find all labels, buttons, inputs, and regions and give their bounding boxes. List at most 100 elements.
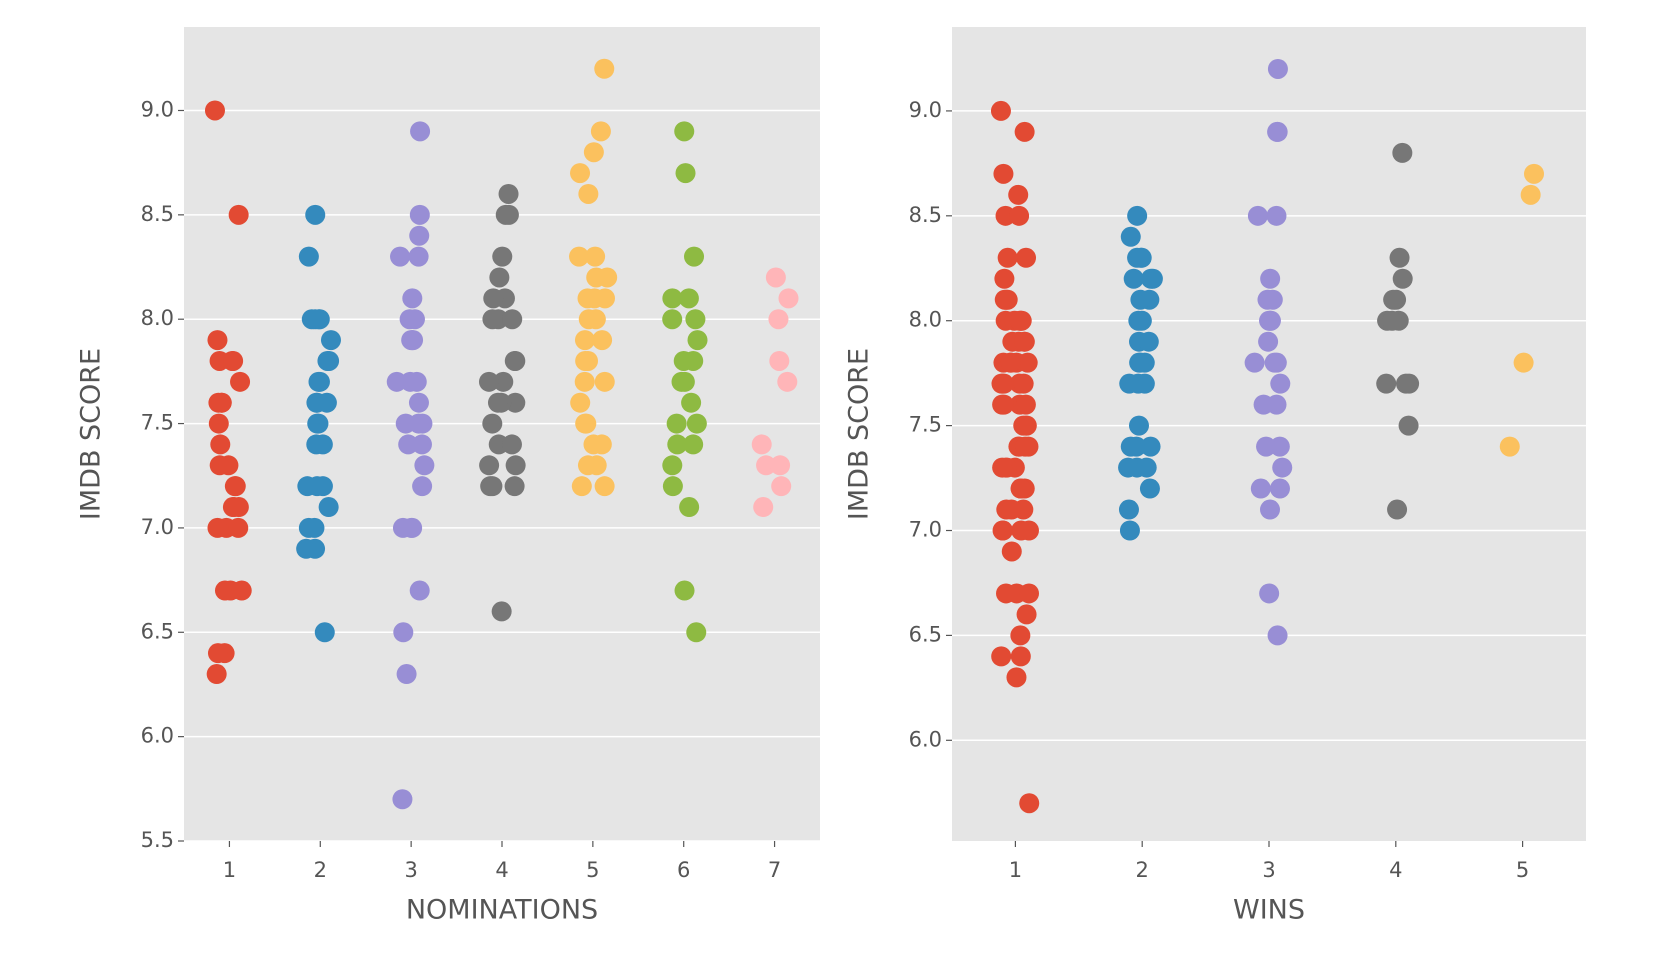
point — [1128, 415, 1149, 436]
point — [223, 350, 244, 371]
y-axis-label: IMDB SCORE — [844, 348, 875, 520]
point — [487, 392, 508, 413]
point — [586, 455, 607, 476]
point — [307, 413, 328, 434]
x-tick-label: 5 — [1516, 858, 1529, 882]
point — [1247, 205, 1268, 226]
point — [1009, 310, 1030, 331]
point — [1016, 247, 1037, 268]
point — [480, 476, 501, 497]
point — [482, 309, 503, 330]
subplot: 5.5 6.0 6.5 7.0 7.5 8.0 8.5 9.0 1 2 3 4 5 6 7 NOMINATIO… — [76, 27, 820, 926]
point — [1010, 478, 1031, 499]
point — [402, 288, 423, 309]
point — [404, 309, 425, 330]
point — [305, 204, 326, 225]
point — [585, 246, 606, 267]
point — [483, 288, 504, 309]
point — [1001, 541, 1022, 562]
point — [673, 350, 694, 371]
point — [1139, 478, 1160, 499]
point — [1382, 310, 1403, 331]
point — [1513, 352, 1534, 373]
point — [578, 350, 599, 371]
point — [504, 476, 525, 497]
point — [1130, 289, 1151, 310]
point — [1015, 394, 1036, 415]
point — [1018, 583, 1039, 604]
point — [1015, 436, 1036, 457]
point — [1013, 373, 1034, 394]
point — [594, 476, 615, 497]
point — [570, 163, 591, 184]
point — [569, 246, 590, 267]
point — [1259, 583, 1280, 604]
x-tick-label: 1 — [223, 858, 236, 882]
point — [498, 204, 519, 225]
point — [662, 455, 683, 476]
point — [574, 371, 595, 392]
point — [753, 497, 774, 518]
point — [211, 392, 232, 413]
point — [992, 457, 1013, 478]
point — [1140, 268, 1161, 289]
point — [1260, 268, 1281, 289]
point — [408, 413, 429, 434]
y-tick-label: 6.5 — [909, 622, 942, 646]
point — [574, 330, 595, 351]
point — [666, 413, 687, 434]
point — [1269, 478, 1290, 499]
point — [401, 517, 422, 538]
point — [674, 580, 695, 601]
point — [320, 330, 341, 351]
point — [996, 583, 1017, 604]
point — [586, 267, 607, 288]
point — [1018, 520, 1039, 541]
point — [403, 330, 424, 351]
point — [1398, 415, 1419, 436]
point — [207, 643, 228, 664]
point — [1140, 436, 1161, 457]
subplot: 6.0 6.5 7.0 7.5 8.0 8.5 9.0 1 2 3 4 5 WINS IMDB SCORE — [844, 27, 1586, 926]
point — [1009, 205, 1030, 226]
point — [207, 517, 228, 538]
plot-background — [952, 27, 1586, 841]
point — [301, 309, 322, 330]
point — [493, 371, 514, 392]
point — [412, 476, 433, 497]
point — [408, 246, 429, 267]
point — [305, 538, 326, 559]
x-axis-label: WINS — [1233, 895, 1305, 926]
point — [662, 309, 683, 330]
point — [218, 455, 239, 476]
point — [993, 394, 1014, 415]
point — [390, 246, 411, 267]
point — [768, 309, 789, 330]
point — [1266, 352, 1287, 373]
point — [314, 622, 335, 643]
point — [594, 371, 615, 392]
point — [770, 455, 791, 476]
point — [778, 288, 799, 309]
point — [1127, 205, 1148, 226]
point — [225, 476, 246, 497]
point — [228, 497, 249, 518]
point — [1134, 352, 1155, 373]
point — [765, 267, 786, 288]
point — [991, 646, 1012, 667]
point — [406, 371, 427, 392]
point — [214, 580, 235, 601]
point — [1499, 436, 1520, 457]
point — [1120, 226, 1141, 247]
point — [662, 476, 683, 497]
point — [1399, 373, 1420, 394]
y-tick-label: 9.0 — [141, 97, 174, 121]
point — [777, 371, 798, 392]
point — [505, 455, 526, 476]
point — [478, 371, 499, 392]
point — [414, 455, 435, 476]
y-tick-label: 6.0 — [909, 727, 942, 751]
point — [505, 392, 526, 413]
point — [409, 580, 430, 601]
y-tick-label: 6.5 — [141, 619, 174, 643]
